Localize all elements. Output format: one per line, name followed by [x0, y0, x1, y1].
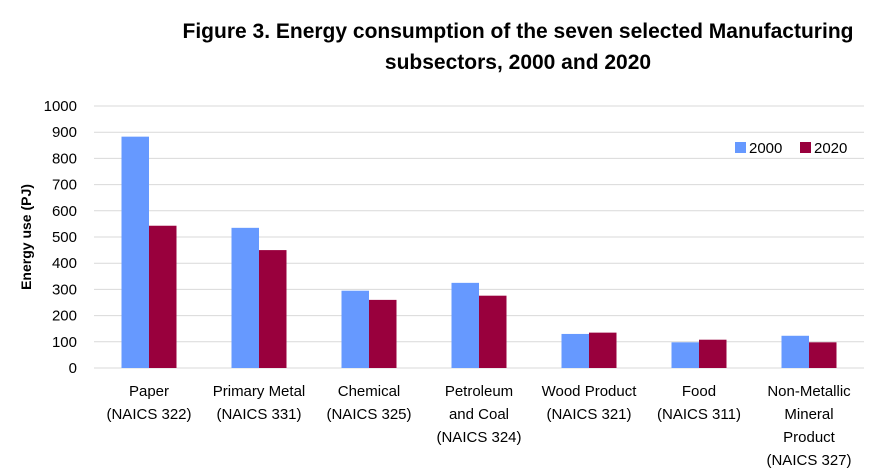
- bar-2000: [341, 290, 369, 368]
- chart-title-line-2: subsectors, 2000 and 2020: [385, 51, 651, 74]
- legend-label: 2020: [814, 140, 847, 157]
- bar-2020: [809, 342, 837, 368]
- y-tick-label: 1000: [44, 98, 77, 115]
- x-category-label: Food (NAICS 311): [657, 383, 741, 423]
- y-tick-label: 800: [52, 150, 77, 167]
- y-axis-label: Energy use (PJ): [18, 184, 34, 290]
- x-category-label-line: Wood Product: [542, 383, 638, 400]
- x-category-label-line: (NAICS 327): [766, 452, 851, 469]
- bar-2020: [259, 250, 287, 368]
- x-category-label-line: (NAICS 321): [546, 406, 631, 423]
- bar-2020: [149, 225, 177, 368]
- chart-title-line-1: Figure 3. Energy consumption of the seve…: [183, 20, 854, 43]
- x-category-label: Petroleum and Coal (NAICS 324): [436, 383, 521, 446]
- bar-2020: [699, 339, 727, 368]
- y-tick-label: 900: [52, 124, 77, 141]
- x-category-label-line: (NAICS 324): [436, 429, 521, 446]
- y-tick-label: 500: [52, 229, 77, 246]
- legend-swatch-2000: [735, 142, 746, 153]
- bar-2000: [121, 136, 149, 368]
- bar-2000: [671, 342, 699, 368]
- x-category-label-line: Product: [783, 429, 836, 446]
- x-category-label-line: (NAICS 311): [657, 406, 741, 423]
- x-category-label-line: Primary Metal: [213, 383, 306, 400]
- bars: [121, 136, 837, 368]
- x-category-label-line: and Coal: [449, 406, 509, 423]
- x-category-label-line: Food: [682, 383, 716, 400]
- x-category-labels: Paper (NAICS 322) Primary Metal (NAICS 331)…: [106, 383, 851, 469]
- bar-2000: [561, 333, 589, 368]
- x-category-label: Primary Metal (NAICS 331): [213, 383, 306, 423]
- legend-swatch-2020: [800, 142, 811, 153]
- x-category-label-line: (NAICS 331): [216, 406, 301, 423]
- bar-2020: [589, 332, 617, 368]
- y-tick-label: 700: [52, 177, 77, 194]
- y-tick-label: 200: [52, 308, 77, 325]
- bar-2000: [781, 335, 809, 368]
- x-category-label-line: Petroleum: [445, 383, 513, 400]
- bar-2020: [479, 295, 507, 368]
- y-tick-labels: 0 100 200 300 400 500 600 700 800 900 1000: [44, 98, 77, 377]
- legend: 2000 2020: [735, 140, 847, 157]
- x-category-label: Paper (NAICS 322): [106, 383, 191, 423]
- gridlines: [94, 105, 864, 369]
- x-category-label: Non-Metallic Mineral Product (NAICS 327): [766, 383, 851, 469]
- bar-2000: [231, 227, 259, 368]
- y-tick-label: 300: [52, 281, 77, 298]
- y-tick-label: 0: [69, 360, 77, 377]
- y-tick-label: 400: [52, 255, 77, 272]
- x-category-label-line: Paper: [129, 383, 169, 400]
- x-category-label-line: Mineral: [784, 406, 833, 423]
- x-category-label: Chemical (NAICS 325): [326, 383, 411, 423]
- x-category-label-line: Chemical: [338, 383, 401, 400]
- bar-2000: [451, 282, 479, 368]
- x-category-label-line: (NAICS 325): [326, 406, 411, 423]
- x-category-label: Wood Product (NAICS 321): [542, 383, 638, 423]
- y-tick-label: 600: [52, 203, 77, 220]
- legend-label: 2000: [749, 140, 782, 157]
- y-tick-label: 100: [52, 334, 77, 351]
- x-category-label-line: (NAICS 322): [106, 406, 191, 423]
- bar-2020: [369, 299, 397, 368]
- x-category-label-line: Non-Metallic: [767, 383, 851, 400]
